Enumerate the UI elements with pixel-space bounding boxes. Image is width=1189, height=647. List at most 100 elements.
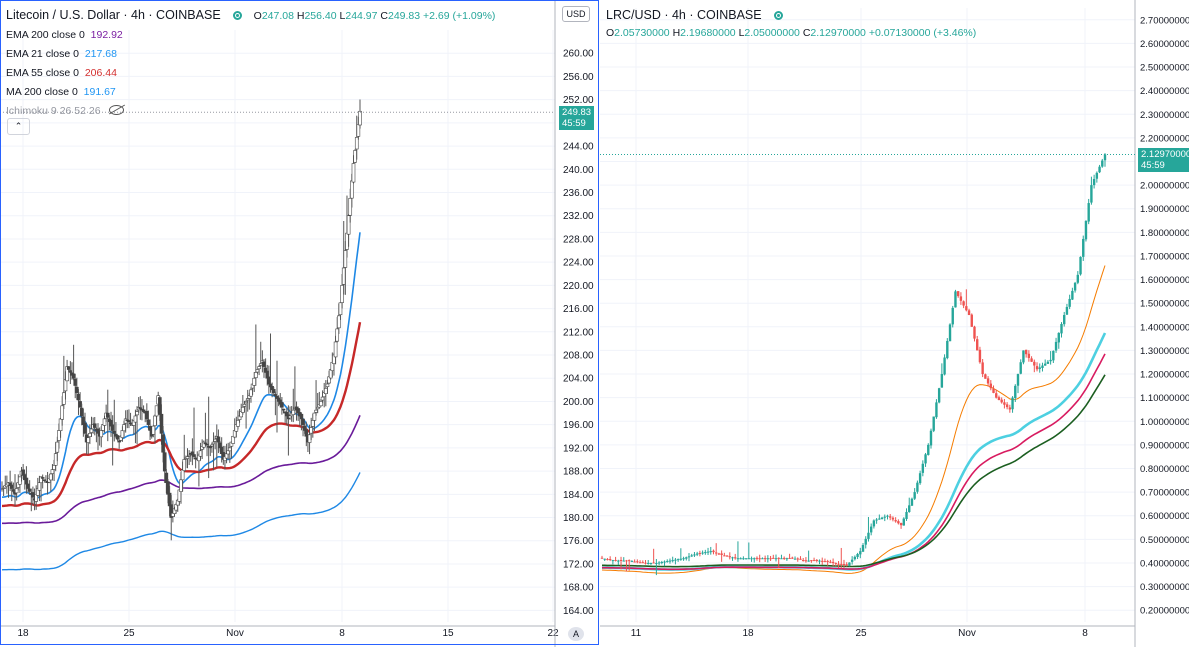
candle-body bbox=[921, 463, 925, 473]
candle-body bbox=[956, 291, 960, 297]
candle-body bbox=[766, 558, 770, 560]
candle-body bbox=[320, 396, 325, 401]
candle-body bbox=[690, 555, 693, 557]
candle-body bbox=[1041, 365, 1044, 368]
candle-body bbox=[1090, 185, 1093, 203]
candle-body bbox=[671, 560, 674, 562]
candle-body bbox=[600, 557, 604, 559]
candle-body bbox=[880, 517, 884, 520]
indicator-ma200[interactable]: MA 200 close 0 191.67 bbox=[6, 86, 116, 98]
y-tick-label: 164.00 bbox=[563, 606, 594, 617]
candle-body bbox=[26, 483, 30, 489]
candle-body bbox=[981, 362, 984, 375]
candle-body bbox=[1092, 178, 1096, 186]
candle-body bbox=[319, 401, 323, 407]
candle-body bbox=[351, 163, 356, 183]
candle-body bbox=[943, 357, 946, 375]
candle-body bbox=[959, 296, 963, 301]
ltc-legend: Litecoin / U.S. Dollar · 4h · COINBASE O2… bbox=[6, 6, 495, 121]
candle-body bbox=[299, 413, 304, 420]
candle-body bbox=[254, 372, 258, 378]
candle-body bbox=[663, 561, 666, 563]
lrc-bar-countdown: 45:59 bbox=[1141, 160, 1165, 172]
candle-body bbox=[1098, 166, 1101, 173]
candle-body bbox=[641, 562, 644, 564]
auto-scale-button[interactable]: A bbox=[568, 627, 584, 641]
indicator-ema21[interactable]: EMA 21 close 0 217.68 bbox=[6, 48, 117, 60]
y-tick-label: 240.00 bbox=[563, 165, 594, 176]
candle-body bbox=[908, 505, 911, 512]
candle-body bbox=[948, 324, 952, 342]
candle-body bbox=[649, 562, 653, 564]
candle-body bbox=[216, 436, 221, 443]
candle-body bbox=[932, 416, 935, 431]
candle-body bbox=[53, 453, 58, 466]
candle-body bbox=[49, 473, 53, 481]
candle-body bbox=[252, 377, 257, 386]
candle-body bbox=[350, 180, 354, 199]
candle-body bbox=[1043, 363, 1047, 366]
candle-body bbox=[986, 378, 990, 384]
candle-body bbox=[864, 538, 867, 545]
candle-body bbox=[638, 562, 642, 564]
y-tick-label: 0.20000000 bbox=[1140, 606, 1189, 617]
candle-body bbox=[856, 553, 859, 557]
indicator-ichimoku[interactable]: Ichimoku 9 26 52 26 bbox=[6, 102, 495, 121]
lrc-last-price-label: 2.12970000 45:59 bbox=[1138, 148, 1189, 173]
candle-body bbox=[742, 558, 745, 560]
hidden-eye-icon[interactable] bbox=[108, 105, 124, 115]
candle-body bbox=[1054, 341, 1058, 351]
candle-body bbox=[354, 137, 359, 150]
candle-body bbox=[848, 562, 851, 566]
indicator-ema55[interactable]: EMA 55 close 0 206.44 bbox=[6, 67, 117, 79]
candle-body bbox=[127, 420, 131, 423]
ma200-line bbox=[1, 472, 361, 571]
candle-body bbox=[687, 556, 691, 558]
candle-body bbox=[1060, 323, 1063, 334]
lrc-symbol-title[interactable]: LRC/USD · 4h · COINBASE bbox=[606, 8, 762, 22]
candle-body bbox=[714, 552, 718, 554]
candle-body bbox=[63, 379, 68, 392]
candle-body bbox=[228, 447, 232, 452]
candle-body bbox=[652, 562, 655, 564]
candle-body bbox=[734, 557, 737, 559]
ltc-symbol-title[interactable]: Litecoin / U.S. Dollar · 4h · COINBASE bbox=[6, 8, 221, 22]
candle-body bbox=[255, 369, 260, 373]
ltc-ohlc: O247.08 H256.40 L244.97 C249.83 +2.69 (+… bbox=[253, 10, 496, 22]
y-tick-label: 172.00 bbox=[563, 559, 594, 570]
y-tick-label: 252.00 bbox=[563, 95, 594, 106]
candle-body bbox=[343, 250, 348, 268]
candle-body bbox=[807, 560, 810, 562]
y-tick-label: 1.80000000 bbox=[1140, 228, 1189, 239]
candle-body bbox=[1003, 402, 1006, 405]
candle-body bbox=[780, 558, 783, 560]
currency-button[interactable]: USD bbox=[562, 6, 590, 22]
indicator-ema200[interactable]: EMA 200 close 0 192.92 bbox=[6, 29, 123, 41]
candle-body bbox=[340, 285, 344, 303]
candle-body bbox=[267, 376, 271, 385]
collapse-legend-button[interactable]: ⌃ bbox=[7, 118, 30, 135]
candle-body bbox=[927, 444, 930, 455]
candle-body bbox=[973, 326, 976, 339]
candle-body bbox=[834, 563, 838, 565]
candle-body bbox=[850, 559, 854, 562]
y-tick-label: 0.60000000 bbox=[1140, 511, 1189, 522]
lrc-chart-pane[interactable]: 0.20000000 0.30000000 0.40000000 0.50000000… bbox=[600, 0, 1189, 647]
candle-body bbox=[166, 481, 170, 495]
candle-body bbox=[192, 454, 196, 457]
candle-body bbox=[133, 415, 138, 423]
lrc-price-chart[interactable]: 0.20000000 0.30000000 0.40000000 0.50000000… bbox=[600, 0, 1189, 647]
candle-body bbox=[205, 443, 209, 446]
candle-body bbox=[723, 555, 726, 557]
candle-body bbox=[164, 472, 169, 484]
candle-body bbox=[1084, 221, 1088, 240]
candle-body bbox=[736, 558, 740, 560]
candle-body bbox=[937, 388, 941, 403]
ltc-chart-pane[interactable]: 164.00 168.00 172.00 176.00 180.00 184.00 188.… bbox=[0, 0, 599, 647]
y-tick-label: 2.70000000 bbox=[1140, 15, 1189, 26]
ltc-price-chart[interactable]: 164.00 168.00 172.00 176.00 180.00 184.00 188.… bbox=[0, 0, 599, 647]
ltc-bar-countdown: 45:59 bbox=[562, 118, 586, 130]
candle-body bbox=[1082, 238, 1085, 257]
candle-body bbox=[288, 415, 292, 419]
candle-body bbox=[24, 477, 29, 485]
